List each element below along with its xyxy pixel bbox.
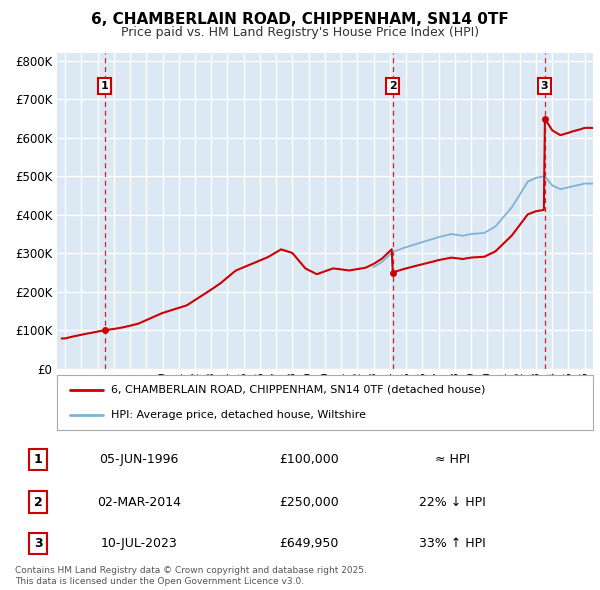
Text: 10-JUL-2023: 10-JUL-2023 [100,537,177,550]
Text: £649,950: £649,950 [279,537,338,550]
Text: 1: 1 [101,81,109,91]
Text: 3: 3 [34,537,43,550]
Text: Price paid vs. HM Land Registry's House Price Index (HPI): Price paid vs. HM Land Registry's House … [121,26,479,39]
Text: 33% ↑ HPI: 33% ↑ HPI [419,537,486,550]
Text: 02-MAR-2014: 02-MAR-2014 [97,496,181,509]
Text: 1: 1 [34,453,43,466]
Text: 6, CHAMBERLAIN ROAD, CHIPPENHAM, SN14 0TF: 6, CHAMBERLAIN ROAD, CHIPPENHAM, SN14 0T… [91,12,509,27]
Text: Contains HM Land Registry data © Crown copyright and database right 2025.
This d: Contains HM Land Registry data © Crown c… [15,566,367,586]
Text: 2: 2 [34,496,43,509]
Text: 22% ↓ HPI: 22% ↓ HPI [419,496,486,509]
Text: 2: 2 [389,81,397,91]
Text: 3: 3 [541,81,548,91]
Text: £250,000: £250,000 [279,496,338,509]
Text: HPI: Average price, detached house, Wiltshire: HPI: Average price, detached house, Wilt… [110,410,365,420]
Text: 6, CHAMBERLAIN ROAD, CHIPPENHAM, SN14 0TF (detached house): 6, CHAMBERLAIN ROAD, CHIPPENHAM, SN14 0T… [110,385,485,395]
Text: £100,000: £100,000 [279,453,338,466]
Text: ≈ HPI: ≈ HPI [435,453,470,466]
Text: 05-JUN-1996: 05-JUN-1996 [99,453,179,466]
